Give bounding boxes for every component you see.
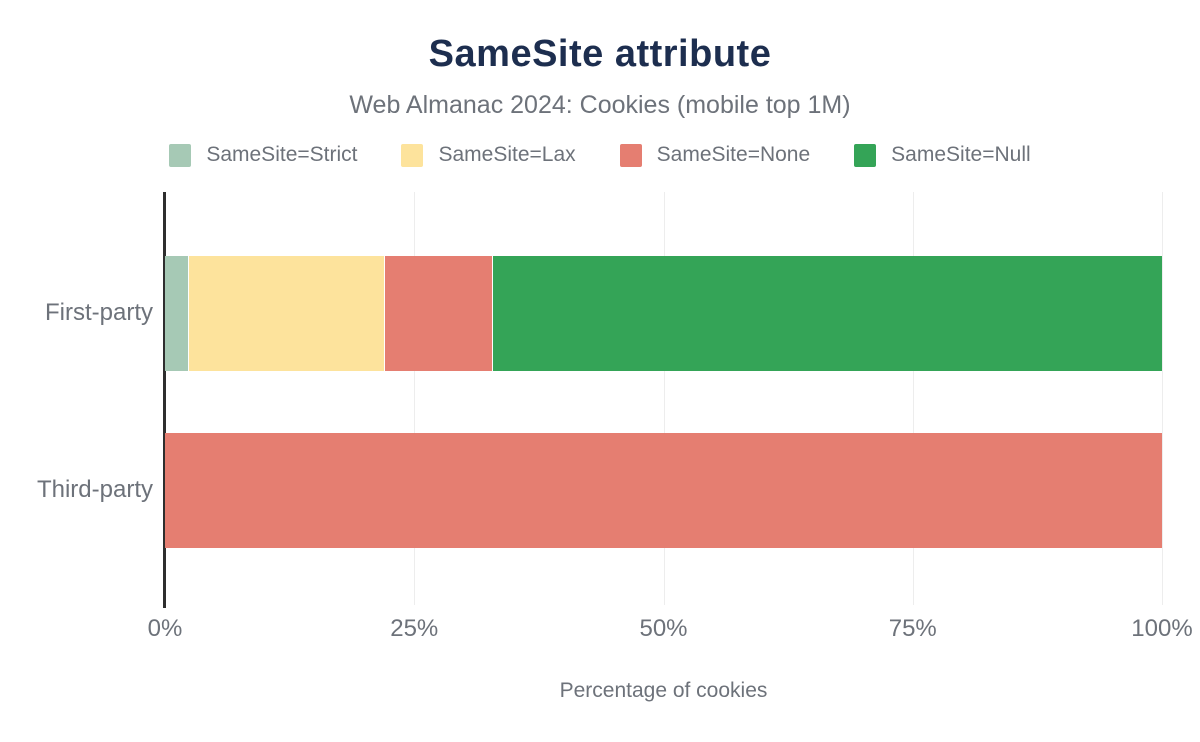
legend-label: SameSite=Strict: [206, 143, 358, 166]
x-tick-label: 25%: [390, 615, 439, 642]
gridline: [663, 192, 665, 605]
legend-label: SameSite=Null: [891, 143, 1031, 166]
bar-segment: [493, 256, 1162, 371]
legend-item: SameSite=Null: [854, 143, 1031, 167]
bar-row: [165, 433, 1162, 548]
bar-segment: [188, 256, 386, 371]
legend-label: SameSite=None: [656, 143, 811, 166]
x-tick-label: 100%: [1131, 615, 1193, 642]
x-tick-label: 0%: [147, 615, 183, 642]
gridline: [1162, 192, 1163, 605]
legend-item: SameSite=None: [619, 143, 811, 167]
y-axis-line: [163, 192, 166, 608]
legend-label: SameSite=Lax: [438, 143, 576, 166]
x-tick-label: 75%: [888, 615, 937, 642]
bar-segment: [165, 256, 189, 371]
bar-segment: [385, 256, 493, 371]
chart-title: SameSite attribute: [428, 33, 772, 75]
legend-swatch-icon: [169, 143, 192, 167]
legend-swatch-icon: [401, 143, 424, 167]
x-axis-title: Percentage of cookies: [559, 679, 768, 702]
x-tick-label: 50%: [639, 615, 688, 642]
gridline: [414, 192, 416, 605]
category-label: Third-party: [36, 475, 153, 503]
bar-segment: [165, 433, 1162, 548]
legend-item: SameSite=Strict: [169, 143, 357, 167]
legend-swatch-icon: [619, 143, 642, 167]
legend-item: SameSite=Lax: [401, 143, 576, 167]
legend-swatch-icon: [854, 143, 877, 167]
gridline: [912, 192, 914, 605]
legend: SameSite=Strict SameSite=Lax SameSite=None…: [0, 143, 1200, 167]
chart-subtitle: Web Almanac 2024: Cookies (mobile top 1M…: [349, 91, 851, 119]
category-label: First-party: [45, 298, 153, 326]
bar-row: [165, 256, 1162, 371]
